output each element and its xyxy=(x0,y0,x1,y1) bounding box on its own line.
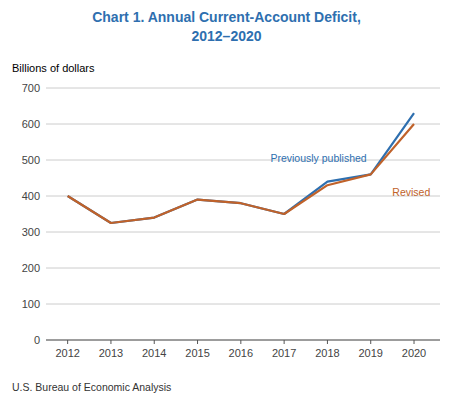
x-tick xyxy=(327,340,328,344)
x-axis-line xyxy=(46,340,440,341)
y-tick-label: 400 xyxy=(22,190,40,202)
x-tick-label: 2016 xyxy=(229,347,253,359)
grid-line xyxy=(46,340,440,341)
grid-line xyxy=(46,268,440,269)
subtitle: 2012–2020 xyxy=(191,28,261,44)
x-tick xyxy=(240,340,241,344)
x-tick-label: 2018 xyxy=(315,347,339,359)
x-tick-label: 2014 xyxy=(142,347,166,359)
chart: Chart 1. Annual Current-Account Deficit,… xyxy=(0,0,453,401)
series-line xyxy=(68,113,414,223)
y-tick-label: 0 xyxy=(34,334,40,346)
x-tick xyxy=(197,340,198,344)
grid-line xyxy=(46,196,440,197)
x-tick xyxy=(370,340,371,344)
x-tick xyxy=(110,340,111,344)
x-tick xyxy=(67,340,68,344)
y-tick-label: 500 xyxy=(22,154,40,166)
x-tick-label: 2019 xyxy=(358,347,382,359)
y-tick-label: 200 xyxy=(22,262,40,274)
grid-line xyxy=(46,232,440,233)
y-tick-label: 600 xyxy=(22,118,40,130)
series-label: Revised xyxy=(392,186,430,198)
source-note: U.S. Bureau of Economic Analysis xyxy=(12,381,171,393)
x-tick xyxy=(414,340,415,344)
title: Chart 1. Annual Current-Account Deficit, xyxy=(92,9,361,25)
x-tick-label: 2015 xyxy=(185,347,209,359)
grid-line xyxy=(46,304,440,305)
plot-area xyxy=(68,113,414,223)
series-line xyxy=(68,124,414,223)
series-label: Previously published xyxy=(270,152,366,164)
x-tick xyxy=(154,340,155,344)
y-tick-label: 700 xyxy=(22,82,40,94)
y-axis-label: Billions of dollars xyxy=(12,62,95,74)
x-tick-label: 2020 xyxy=(402,347,426,359)
y-tick-label: 300 xyxy=(22,226,40,238)
x-tick-label: 2012 xyxy=(55,347,79,359)
x-tick-label: 2017 xyxy=(272,347,296,359)
y-tick-label: 100 xyxy=(22,298,40,310)
grid-line xyxy=(46,88,440,89)
x-tick-label: 2013 xyxy=(99,347,123,359)
x-tick xyxy=(284,340,285,344)
grid-line xyxy=(46,124,440,125)
